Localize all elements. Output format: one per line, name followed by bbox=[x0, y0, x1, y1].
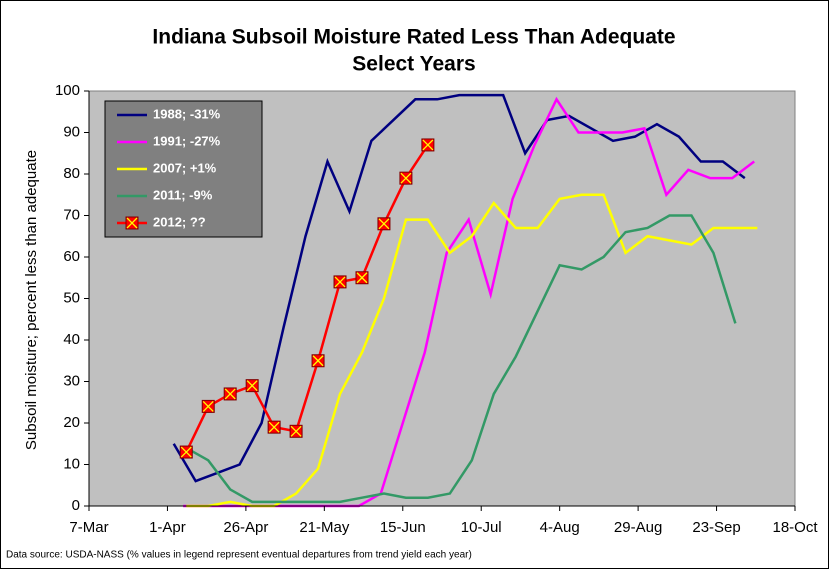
marker bbox=[125, 216, 139, 230]
marker-cross bbox=[356, 272, 368, 284]
marker-cross bbox=[268, 421, 280, 433]
marker bbox=[421, 138, 435, 152]
y-tick-label: 90 bbox=[63, 123, 80, 140]
legend-label: 2011; -9% bbox=[153, 187, 213, 202]
y-tick-label: 30 bbox=[63, 372, 80, 389]
marker bbox=[223, 387, 237, 401]
y-tick-label: 0 bbox=[72, 497, 80, 514]
marker-cross bbox=[126, 217, 138, 229]
y-tick-label: 50 bbox=[63, 289, 80, 306]
x-tick-label: 26-Apr bbox=[223, 519, 268, 536]
legend-label: 1988; -31% bbox=[153, 106, 221, 121]
x-tick-label: 21-May bbox=[299, 519, 350, 536]
y-tick-label: 10 bbox=[63, 455, 80, 472]
marker bbox=[267, 420, 281, 434]
y-axis-label: Subsoil moisture; percent less than adeq… bbox=[23, 150, 40, 450]
y-tick-label: 100 bbox=[55, 82, 80, 99]
marker bbox=[311, 354, 325, 368]
chart-subtitle: Select Years bbox=[352, 53, 475, 76]
legend-label: 2012; ?? bbox=[153, 214, 206, 229]
marker-cross bbox=[400, 172, 412, 184]
x-tick-label: 4-Aug bbox=[540, 519, 580, 536]
marker bbox=[355, 271, 369, 285]
marker bbox=[289, 424, 303, 438]
x-tick-label: 23-Sep bbox=[692, 519, 740, 536]
marker-cross bbox=[422, 139, 434, 151]
marker-cross bbox=[180, 446, 192, 458]
marker bbox=[333, 275, 347, 289]
marker-cross bbox=[246, 380, 258, 392]
x-tick-label: 1-Apr bbox=[149, 519, 186, 536]
y-tick-label: 40 bbox=[63, 331, 80, 348]
marker bbox=[179, 445, 193, 459]
x-tick-label: 10-Jul bbox=[461, 519, 502, 536]
footnote: Data source: USDA-NASS (% values in lege… bbox=[6, 550, 472, 561]
y-tick-label: 20 bbox=[63, 414, 80, 431]
marker-cross bbox=[224, 388, 236, 400]
legend-label: 2007; +1% bbox=[153, 160, 217, 175]
legend-label: 1991; -27% bbox=[153, 133, 221, 148]
marker-cross bbox=[378, 218, 390, 230]
marker-cross bbox=[312, 355, 324, 367]
marker bbox=[399, 171, 413, 185]
series-line bbox=[172, 93, 746, 483]
marker bbox=[377, 217, 391, 231]
marker bbox=[245, 379, 259, 393]
x-tick-label: 15-Jun bbox=[380, 519, 426, 536]
marker bbox=[201, 399, 215, 413]
series-line bbox=[185, 214, 737, 504]
x-tick-label: 29-Aug bbox=[614, 519, 662, 536]
marker-cross bbox=[334, 276, 346, 288]
y-tick-label: 80 bbox=[63, 165, 80, 182]
x-tick-label: 18-Oct bbox=[772, 519, 818, 536]
y-tick-label: 60 bbox=[63, 248, 80, 265]
x-tick-label: 7-Mar bbox=[69, 519, 108, 536]
legend: 1988; -31% 1991; -27% 2007; +1% 2011; -9% 20… bbox=[104, 100, 263, 238]
marker-cross bbox=[202, 400, 214, 412]
marker-cross bbox=[290, 425, 302, 437]
chart-title: Indiana Subsoil Moisture Rated Less Than… bbox=[152, 26, 675, 49]
y-tick-label: 70 bbox=[63, 206, 80, 223]
